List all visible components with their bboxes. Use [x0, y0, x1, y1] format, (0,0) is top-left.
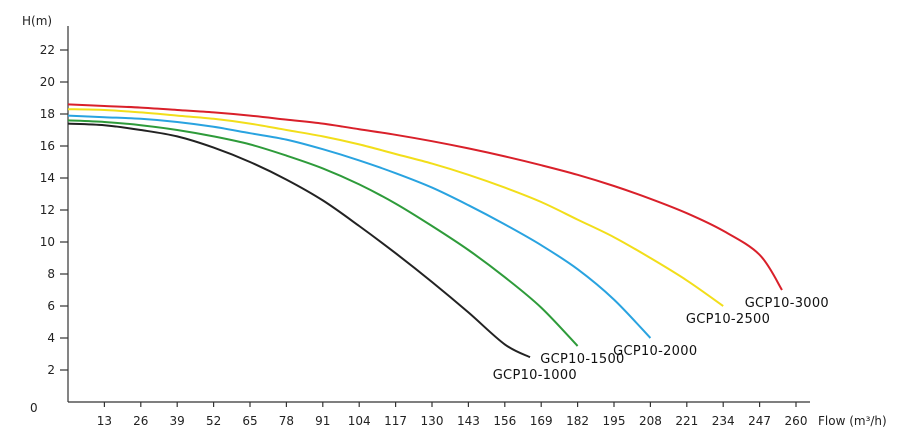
x-tick-label: 130 — [421, 414, 444, 428]
x-tick-label: 104 — [348, 414, 371, 428]
x-axis-ticks: 13 26 39 52 65 78 91 104 117 130 143 156 169 182 195 20… — [97, 402, 808, 428]
y-axis-title: H(m) — [22, 14, 52, 28]
y-tick-label: 6 — [47, 299, 55, 313]
series-curve-gcp10-3000 — [67, 103, 783, 291]
y-tick-label: 14 — [40, 171, 55, 185]
x-tick-label: 182 — [566, 414, 589, 428]
x-tick-label: 195 — [603, 414, 626, 428]
x-tick-label: 247 — [748, 414, 771, 428]
series-curve-gcp10-2500 — [67, 108, 724, 307]
y-tick-label: 22 — [40, 43, 55, 57]
series-curve-gcp10-1500 — [67, 119, 579, 347]
series-label-gcp10-2000: GCP10-2000 — [613, 344, 697, 359]
series-label-gcp10-1500: GCP10-1500 — [540, 352, 624, 367]
series-label-gcp10-2500: GCP10-2500 — [686, 312, 770, 327]
series-curves — [67, 103, 783, 359]
x-tick-label: 234 — [712, 414, 735, 428]
x-tick-label: 208 — [639, 414, 662, 428]
x-tick-label: 156 — [493, 414, 516, 428]
y-tick-label: 18 — [40, 107, 55, 121]
series-curve-gcp10-2000 — [67, 114, 652, 339]
y-tick-label: 16 — [40, 139, 55, 153]
series-label-gcp10-3000: GCP10-3000 — [745, 296, 829, 311]
x-tick-label: 221 — [675, 414, 698, 428]
x-tick-label: 117 — [384, 414, 407, 428]
y-tick-label: 12 — [40, 203, 55, 217]
x-tick-label: 52 — [206, 414, 221, 428]
y-tick-label: 8 — [47, 267, 55, 281]
y-tick-label: 4 — [47, 331, 55, 345]
origin-label: 0 — [30, 401, 38, 415]
series-curve-gcp10-1000 — [67, 122, 531, 359]
x-tick-label: 260 — [785, 414, 808, 428]
x-tick-label: 143 — [457, 414, 480, 428]
x-tick-label: 91 — [315, 414, 330, 428]
y-tick-label: 20 — [40, 75, 55, 89]
x-tick-label: 78 — [279, 414, 294, 428]
x-tick-label: 13 — [97, 414, 112, 428]
y-tick-label: 10 — [40, 235, 55, 249]
x-tick-label: 26 — [133, 414, 148, 428]
x-tick-label: 65 — [242, 414, 257, 428]
x-tick-label: 169 — [530, 414, 553, 428]
axes — [67, 26, 810, 403]
x-axis-title: Flow (m³/h) — [818, 414, 887, 428]
x-tick-label: 39 — [170, 414, 185, 428]
series-label-gcp10-1000: GCP10-1000 — [493, 368, 577, 383]
y-axis-ticks: 2 4 6 8 10 12 14 16 18 20 22 — [40, 43, 68, 377]
y-tick-label: 2 — [47, 363, 55, 377]
